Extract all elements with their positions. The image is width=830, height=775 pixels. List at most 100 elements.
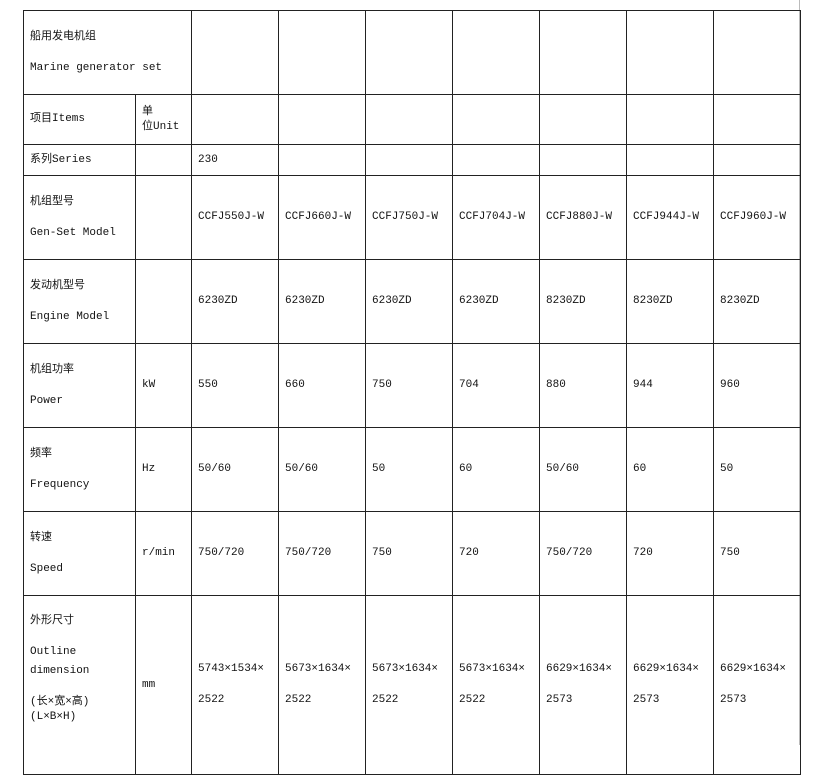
value-cell: 6629×1634× 2573	[539, 595, 627, 775]
value-cell: 8230ZD	[626, 259, 714, 344]
row-label: 转速 Speed	[23, 511, 136, 596]
value-text: 6230ZD	[285, 295, 325, 307]
row-label: 发动机型号 Engine Model	[23, 259, 136, 344]
value-text: 50	[372, 463, 386, 475]
value-text: 2573	[720, 694, 747, 706]
row-label-en: Speed	[30, 562, 64, 575]
series-label: 系列Series	[23, 144, 136, 176]
row-label: 外形尺寸 Outline dimension (长×宽×高) (L×B×H)	[23, 595, 136, 775]
value-text: 660	[285, 379, 305, 391]
empty-cell	[713, 94, 801, 145]
value-text: 8230ZD	[546, 295, 586, 307]
row-unit: r/min	[135, 511, 192, 596]
items-label: 项目Items	[30, 113, 86, 125]
value-cell: 5743×1534× 2522	[191, 595, 279, 775]
value-cell: 750/720	[278, 511, 366, 596]
value-text: 2573	[633, 694, 660, 706]
series-value-text: 230	[198, 153, 218, 166]
empty-cell	[452, 10, 540, 95]
row-unit: kW	[135, 343, 192, 428]
row-label-zh: 外形尺寸	[30, 615, 74, 627]
value-cell: 944	[626, 343, 714, 428]
value-text: 960	[720, 379, 740, 391]
row-unit-text: kW	[142, 379, 156, 391]
value-cell: 60	[452, 427, 540, 512]
row-unit: mm	[135, 595, 192, 775]
value-cell: 960	[713, 343, 801, 428]
value-text: 6230ZD	[372, 295, 412, 307]
value-cell: 720	[452, 511, 540, 596]
spec-row: 频率 Frequency Hz 50/60 50/60 50 60 50/60 60 50	[23, 427, 801, 512]
value-cell: CCFJ704J-W	[452, 175, 540, 260]
value-text: 5673×1634×	[372, 663, 439, 675]
row-label-zh: 机组功率	[30, 363, 74, 376]
value-text: 6230ZD	[459, 295, 499, 307]
value-text: 750	[372, 379, 392, 391]
value-cell: CCFJ944J-W	[626, 175, 714, 260]
value-text: 8230ZD	[720, 295, 760, 307]
row-label-en: dimension	[30, 665, 90, 677]
row-label-en: Frequency	[30, 478, 90, 491]
value-cell: 750	[365, 511, 453, 596]
value-text: 50/60	[198, 463, 232, 475]
empty-cell	[452, 94, 540, 145]
empty-cell	[713, 10, 801, 95]
value-cell: 8230ZD	[713, 259, 801, 344]
value-text: 550	[198, 379, 218, 391]
row-label-en: Gen-Set Model	[30, 226, 116, 239]
row-unit	[135, 259, 192, 344]
header-row: 船用发电机组 Marine generator set	[23, 10, 801, 95]
series-row: 系列Series 230	[23, 144, 801, 176]
spec-row: 机组型号 Gen-Set Model CCFJ550J-W CCFJ660J-W CCF…	[23, 175, 801, 260]
value-text: 2522	[459, 694, 486, 706]
value-text: 5673×1634×	[285, 663, 352, 675]
value-cell: 750/720	[539, 511, 627, 596]
row-unit-text: Hz	[142, 463, 156, 475]
value-text: 50/60	[546, 463, 580, 475]
spec-row: 发动机型号 Engine Model 6230ZD 6230ZD 6230ZD 6230Z…	[23, 259, 801, 344]
value-text: 720	[633, 547, 653, 559]
value-text: 5673×1634×	[459, 663, 526, 675]
row-unit	[135, 175, 192, 260]
value-text: 750/720	[285, 547, 332, 559]
value-text: CCFJ944J-W	[633, 211, 700, 223]
value-cell: 50	[713, 427, 801, 512]
unit-label-en: 位Unit	[142, 120, 180, 133]
row-label-en: Engine Model	[30, 310, 110, 323]
items-header: 项目Items	[23, 94, 136, 145]
empty-cell	[539, 144, 627, 176]
series-value: 230	[191, 144, 279, 176]
header-en: Marine generator set	[30, 61, 163, 74]
value-cell: 6230ZD	[278, 259, 366, 344]
value-cell: 720	[626, 511, 714, 596]
row-label-zh: 机组型号	[30, 195, 74, 208]
value-cell: 50/60	[278, 427, 366, 512]
empty-cell	[365, 10, 453, 95]
value-text: 750/720	[198, 547, 245, 559]
row-label-en: Power	[30, 394, 64, 407]
value-text: 6230ZD	[198, 295, 238, 307]
empty-cell	[713, 144, 801, 176]
value-text: 60	[459, 463, 473, 475]
row-unit-text: r/min	[142, 547, 176, 559]
value-cell: 8230ZD	[539, 259, 627, 344]
value-text: 5743×1534×	[198, 663, 265, 675]
empty-cell	[365, 144, 453, 176]
value-cell: 750	[713, 511, 801, 596]
value-text: 6629×1634×	[546, 663, 613, 675]
value-text: CCFJ660J-W	[285, 211, 352, 223]
value-cell: 5673×1634× 2522	[278, 595, 366, 775]
value-text: 2522	[285, 694, 312, 706]
empty-cell	[191, 94, 279, 145]
empty-cell	[278, 94, 366, 145]
value-text: 50	[720, 463, 734, 475]
value-cell: CCFJ880J-W	[539, 175, 627, 260]
value-cell: 750/720	[191, 511, 279, 596]
empty-cell	[626, 94, 714, 145]
unit-label-zh: 单	[142, 105, 153, 118]
header-cell: 船用发电机组 Marine generator set	[23, 10, 192, 95]
row-label-zh: 频率	[30, 447, 52, 460]
header-zh: 船用发电机组	[30, 30, 96, 43]
empty-cell	[191, 10, 279, 95]
row-label-zh2: (长×宽×高)	[30, 696, 90, 708]
